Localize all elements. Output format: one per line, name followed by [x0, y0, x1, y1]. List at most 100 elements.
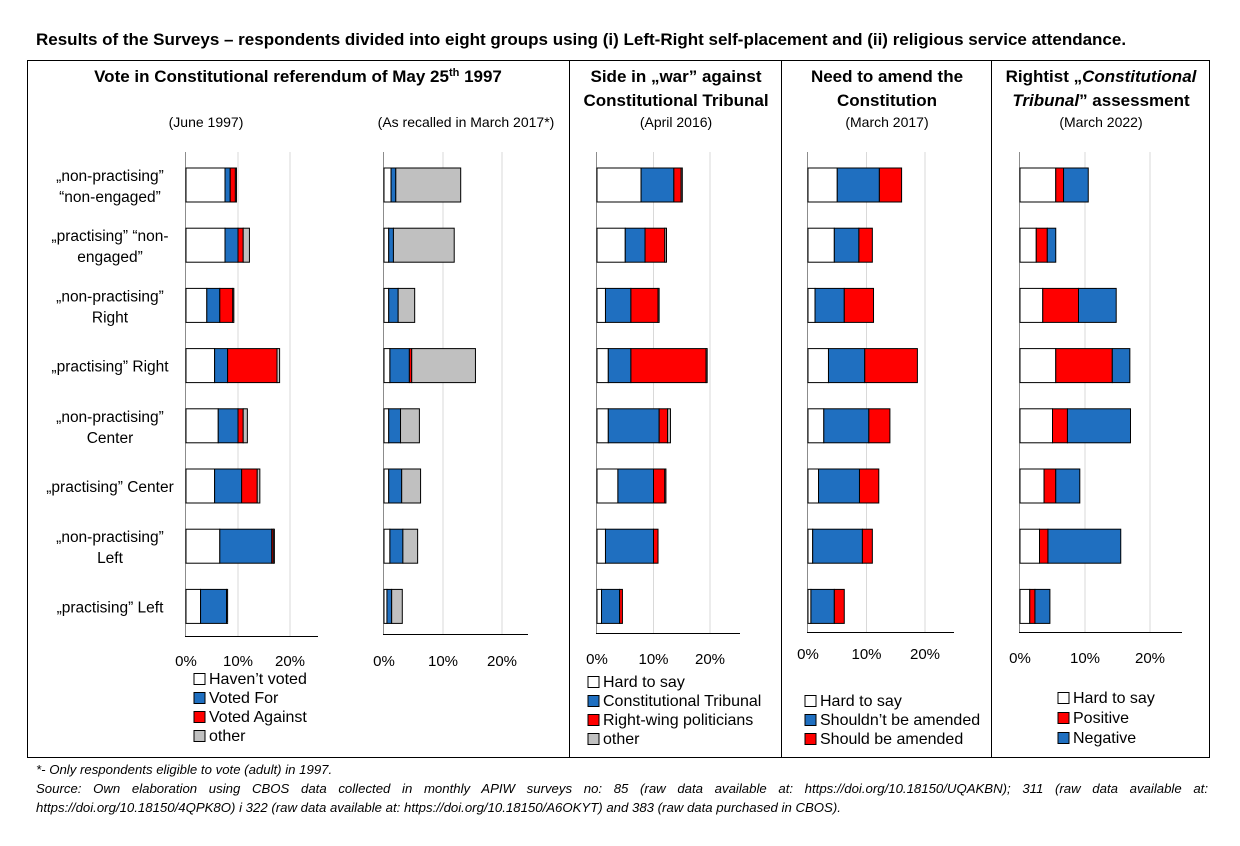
bar-segment — [644, 227, 666, 263]
bar-segment — [1019, 348, 1057, 384]
bar-segment — [705, 348, 708, 384]
bar-segment — [383, 227, 390, 263]
chart-subtitle: (As recalled in March 2017*) — [378, 114, 555, 130]
x-tick-label: 10% — [1070, 650, 1100, 667]
legend-label: Voted For — [209, 690, 279, 707]
bar-segment — [1035, 227, 1048, 263]
bar-segment — [858, 468, 880, 504]
legend-swatch — [804, 733, 817, 745]
x-tick-label: 0% — [373, 653, 395, 670]
bar-segment — [185, 528, 221, 564]
bar-segment — [388, 287, 399, 323]
bar-segment — [1052, 408, 1068, 444]
bar-segment — [601, 588, 621, 624]
panel-title-text: Rightist „ — [1006, 67, 1083, 86]
x-tick-label: 20% — [1135, 650, 1165, 667]
bar-segment — [386, 588, 393, 624]
bar-segment — [617, 468, 655, 504]
bar-segment — [1029, 588, 1036, 624]
category-label: „practising” Center — [46, 479, 174, 496]
x-tick-label: 10% — [223, 653, 253, 670]
bar-segment — [383, 408, 390, 444]
panel-title-1: Vote in Constitutional referendum of May… — [94, 67, 502, 86]
panel-title-text: Constitutional — [1082, 67, 1198, 86]
bar-segment — [1019, 468, 1045, 504]
panel-title-text: Vote in Constitutional referendum of May… — [94, 67, 449, 86]
bar-segment — [823, 408, 870, 444]
bar-segment — [227, 348, 278, 384]
bar-segment — [383, 468, 390, 504]
legend-swatch — [193, 730, 206, 742]
bar-segment — [272, 528, 275, 564]
bar-segment — [219, 287, 234, 323]
bar-segment — [224, 167, 231, 203]
bar-segment — [664, 227, 667, 263]
bar-segment — [812, 528, 863, 564]
bar-segment — [237, 408, 244, 444]
chart-subtitle: (March 2017) — [845, 114, 928, 130]
x-tick-label: 0% — [1009, 650, 1031, 667]
bar-segment — [640, 167, 675, 203]
bar-segment — [807, 227, 835, 263]
x-tick-label: 0% — [586, 651, 608, 668]
panel-title-text: Constitution — [837, 91, 937, 110]
bar-segment — [833, 588, 845, 624]
x-tick-label: 0% — [175, 653, 197, 670]
bar-segment — [619, 588, 623, 624]
category-label: „practising” Right — [51, 359, 169, 376]
x-tick-label: 10% — [851, 646, 881, 663]
chart-subtitle: (June 1997) — [169, 114, 244, 130]
bar-segment — [843, 287, 875, 323]
bar-segment — [1039, 528, 1049, 564]
bar-segment — [402, 528, 419, 564]
bar-segment — [219, 528, 273, 564]
bar-segment — [667, 408, 671, 444]
bar-segment — [185, 287, 208, 323]
bar-segment — [604, 287, 632, 323]
bar-segment — [807, 167, 838, 203]
bar-segment — [653, 468, 666, 504]
panel-title-4: Tribunal” assessment — [1012, 91, 1190, 110]
legend-label: Hard to say — [820, 693, 902, 710]
bar-segment — [858, 227, 873, 263]
footnote: *- Only respondents eligible to vote (ad… — [36, 760, 1208, 817]
x-tick-label: 10% — [428, 653, 458, 670]
figure-frame — [27, 60, 1210, 758]
bar-segment — [807, 528, 814, 564]
bar-segment — [241, 468, 258, 504]
panel-title-2: Side in „war” against — [591, 67, 762, 86]
bar-segment — [868, 408, 891, 444]
bar-segment — [864, 348, 918, 384]
bar-segment — [1019, 528, 1040, 564]
bar-segment — [383, 528, 391, 564]
legend-swatch — [1057, 692, 1070, 704]
bar-segment — [388, 227, 394, 263]
bar-segment — [1043, 468, 1057, 504]
panel-title-4: Rightist „Constitutional — [1006, 67, 1198, 86]
bar-segment — [391, 588, 403, 624]
bar-segment — [807, 287, 816, 323]
bar-segment — [878, 167, 903, 203]
x-tick-label: 10% — [638, 651, 668, 668]
category-label: engaged” — [77, 249, 143, 266]
legend-swatch — [804, 695, 817, 707]
legend-label: Constitutional Tribunal — [603, 693, 761, 710]
bar-segment — [1042, 287, 1079, 323]
legend-label: Shouldn’t be amended — [820, 712, 980, 729]
bar-segment — [807, 468, 820, 504]
category-label: „non-practising” — [56, 168, 164, 185]
legend-label: Haven’t voted — [209, 671, 307, 688]
bar-segment — [226, 588, 229, 624]
bar-segment — [1078, 287, 1117, 323]
bar-segment — [596, 528, 606, 564]
panel-title-text: Constitutional Tribunal — [583, 91, 768, 110]
bar-segment — [607, 348, 632, 384]
chart-subtitle: (March 2022) — [1059, 114, 1142, 130]
bar-segment — [657, 287, 660, 323]
x-tick-label: 20% — [910, 646, 940, 663]
category-label: Right — [92, 309, 129, 326]
bar-segment — [1019, 588, 1031, 624]
bar-segment — [389, 348, 410, 384]
bar-segment — [653, 528, 659, 564]
